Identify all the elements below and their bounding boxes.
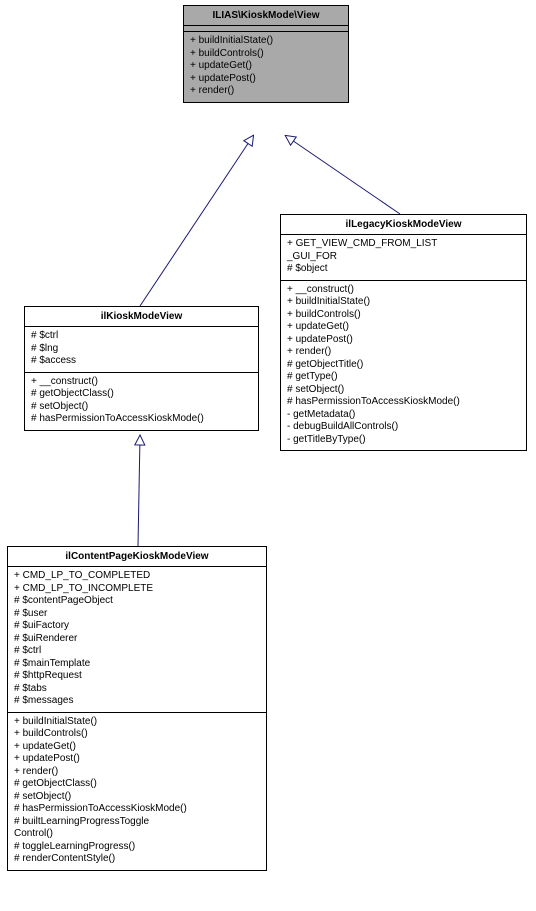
method: # renderContentStyle(): [14, 853, 260, 866]
method: + updatePost(): [14, 753, 260, 766]
method: + buildInitialState(): [14, 716, 260, 729]
method: # hasPermissionToAccessKioskMode(): [14, 803, 260, 816]
class-attrs: + GET_VIEW_CMD_FROM_LIST _GUI_FOR # $obj…: [281, 235, 526, 281]
method: + updatePost(): [190, 73, 342, 86]
attr: # $tabs: [14, 683, 260, 696]
attr: # $access: [31, 355, 252, 368]
class-title: ilKioskModeView: [25, 307, 258, 327]
attr: # $mainTemplate: [14, 658, 260, 671]
attr: # $messages: [14, 695, 260, 708]
attr: + GET_VIEW_CMD_FROM_LIST: [287, 238, 520, 251]
method: + buildControls(): [287, 309, 520, 322]
method: + buildControls(): [14, 728, 260, 741]
method: + render(): [287, 346, 520, 359]
attr: # $user: [14, 608, 260, 621]
edge-kiosk-to-interface: [140, 136, 253, 306]
method: + updateGet(): [190, 60, 342, 73]
method: # setObject(): [14, 791, 260, 804]
method: # builtLearningProgressToggle: [14, 816, 260, 829]
class-methods: + __construct() + buildInitialState() + …: [281, 281, 526, 451]
edge-legacy-to-interface: [286, 136, 400, 214]
class-methods: + buildInitialState() + buildControls() …: [184, 32, 348, 102]
method: # getObjectTitle(): [287, 359, 520, 372]
attr: # $object: [287, 263, 520, 276]
method: # setObject(): [31, 401, 252, 414]
class-methods: + buildInitialState() + buildControls() …: [8, 713, 266, 870]
method: # toggleLearningProgress(): [14, 841, 260, 854]
attr: # $uiRenderer: [14, 633, 260, 646]
method: # getObjectClass(): [14, 778, 260, 791]
class-title: ilLegacyKioskModeView: [281, 215, 526, 235]
attr: _GUI_FOR: [287, 251, 520, 264]
method: # hasPermissionToAccessKioskMode(): [31, 413, 252, 426]
class-legacy-kiosk-mode-view: ilLegacyKioskModeView + GET_VIEW_CMD_FRO…: [280, 214, 527, 451]
method: - debugBuildAllControls(): [287, 421, 520, 434]
attr: + CMD_LP_TO_COMPLETED: [14, 570, 260, 583]
method: # getType(): [287, 371, 520, 384]
method: # getObjectClass(): [31, 388, 252, 401]
method: + render(): [190, 85, 342, 98]
method: Control(): [14, 828, 260, 841]
attr: # $ctrl: [31, 330, 252, 343]
attr: # $ctrl: [14, 645, 260, 658]
class-kiosk-mode-view: ilKioskModeView # $ctrl # $lng # $access…: [24, 306, 259, 431]
uml-diagram: ILIAS\KioskMode\View + buildInitialState…: [0, 0, 536, 911]
method: + __construct(): [31, 376, 252, 389]
class-content-page-kiosk-mode-view: ilContentPageKioskModeView + CMD_LP_TO_C…: [7, 546, 267, 871]
attr: + CMD_LP_TO_INCOMPLETE: [14, 583, 260, 596]
class-attrs: + CMD_LP_TO_COMPLETED + CMD_LP_TO_INCOMP…: [8, 567, 266, 713]
method: + buildInitialState(): [190, 35, 342, 48]
method: + render(): [14, 766, 260, 779]
method: + updatePost(): [287, 334, 520, 347]
method: + updateGet(): [14, 741, 260, 754]
class-interface-view: ILIAS\KioskMode\View + buildInitialState…: [183, 5, 349, 103]
class-title: ILIAS\KioskMode\View: [184, 6, 348, 26]
attr: # $contentPageObject: [14, 595, 260, 608]
method: - getMetadata(): [287, 409, 520, 422]
attr: # $uiFactory: [14, 620, 260, 633]
method: - getTitleByType(): [287, 434, 520, 447]
attr: # $httpRequest: [14, 670, 260, 683]
method: # hasPermissionToAccessKioskMode(): [287, 396, 520, 409]
method: + __construct(): [287, 284, 520, 297]
method: + buildInitialState(): [287, 296, 520, 309]
class-title: ilContentPageKioskModeView: [8, 547, 266, 567]
method: + buildControls(): [190, 48, 342, 61]
class-methods: + __construct() # getObjectClass() # set…: [25, 373, 258, 430]
method: # setObject(): [287, 384, 520, 397]
method: + updateGet(): [287, 321, 520, 334]
attr: # $lng: [31, 343, 252, 356]
edge-content-to-kiosk: [138, 436, 140, 546]
class-attrs: # $ctrl # $lng # $access: [25, 327, 258, 373]
